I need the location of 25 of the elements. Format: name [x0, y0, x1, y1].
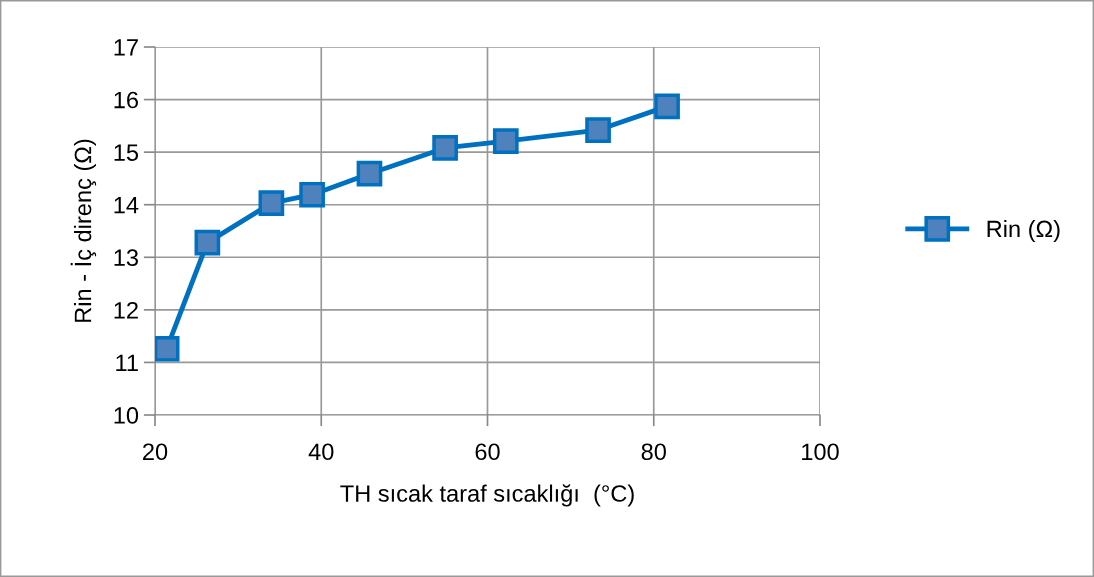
- point: [155, 335, 180, 362]
- point: [194, 229, 221, 256]
- y-axis-title: Rin - İç direnç (Ω): [70, 139, 97, 322]
- x-tick-label: 60: [475, 443, 500, 461]
- y-tick-label: 13: [114, 249, 138, 267]
- y-tick-label: 11: [116, 354, 138, 371]
- y-tick-label: 14: [114, 197, 139, 214]
- x-axis-title: TH sıcak taraf sıcaklığı (°C): [340, 484, 634, 507]
- legend-label: Rin (Ω): [987, 220, 1060, 242]
- point: [585, 117, 611, 143]
- y-tick-label: 10: [114, 407, 139, 424]
- y-tick-label: 16: [114, 91, 138, 109]
- x-tick-label: 40: [308, 443, 334, 461]
- y-tick-label: 12: [114, 301, 138, 319]
- y-tick-label: 17: [114, 39, 138, 56]
- point: [432, 135, 458, 161]
- point: [299, 181, 325, 208]
- y-tick-label: 15: [114, 144, 139, 161]
- point: [258, 190, 285, 216]
- point: [654, 93, 680, 120]
- x-tick-label: 80: [641, 443, 666, 461]
- x-tick-label: 20: [143, 443, 168, 461]
- point: [492, 128, 519, 154]
- point: [356, 160, 383, 187]
- x-tick-label: 100: [802, 443, 839, 461]
